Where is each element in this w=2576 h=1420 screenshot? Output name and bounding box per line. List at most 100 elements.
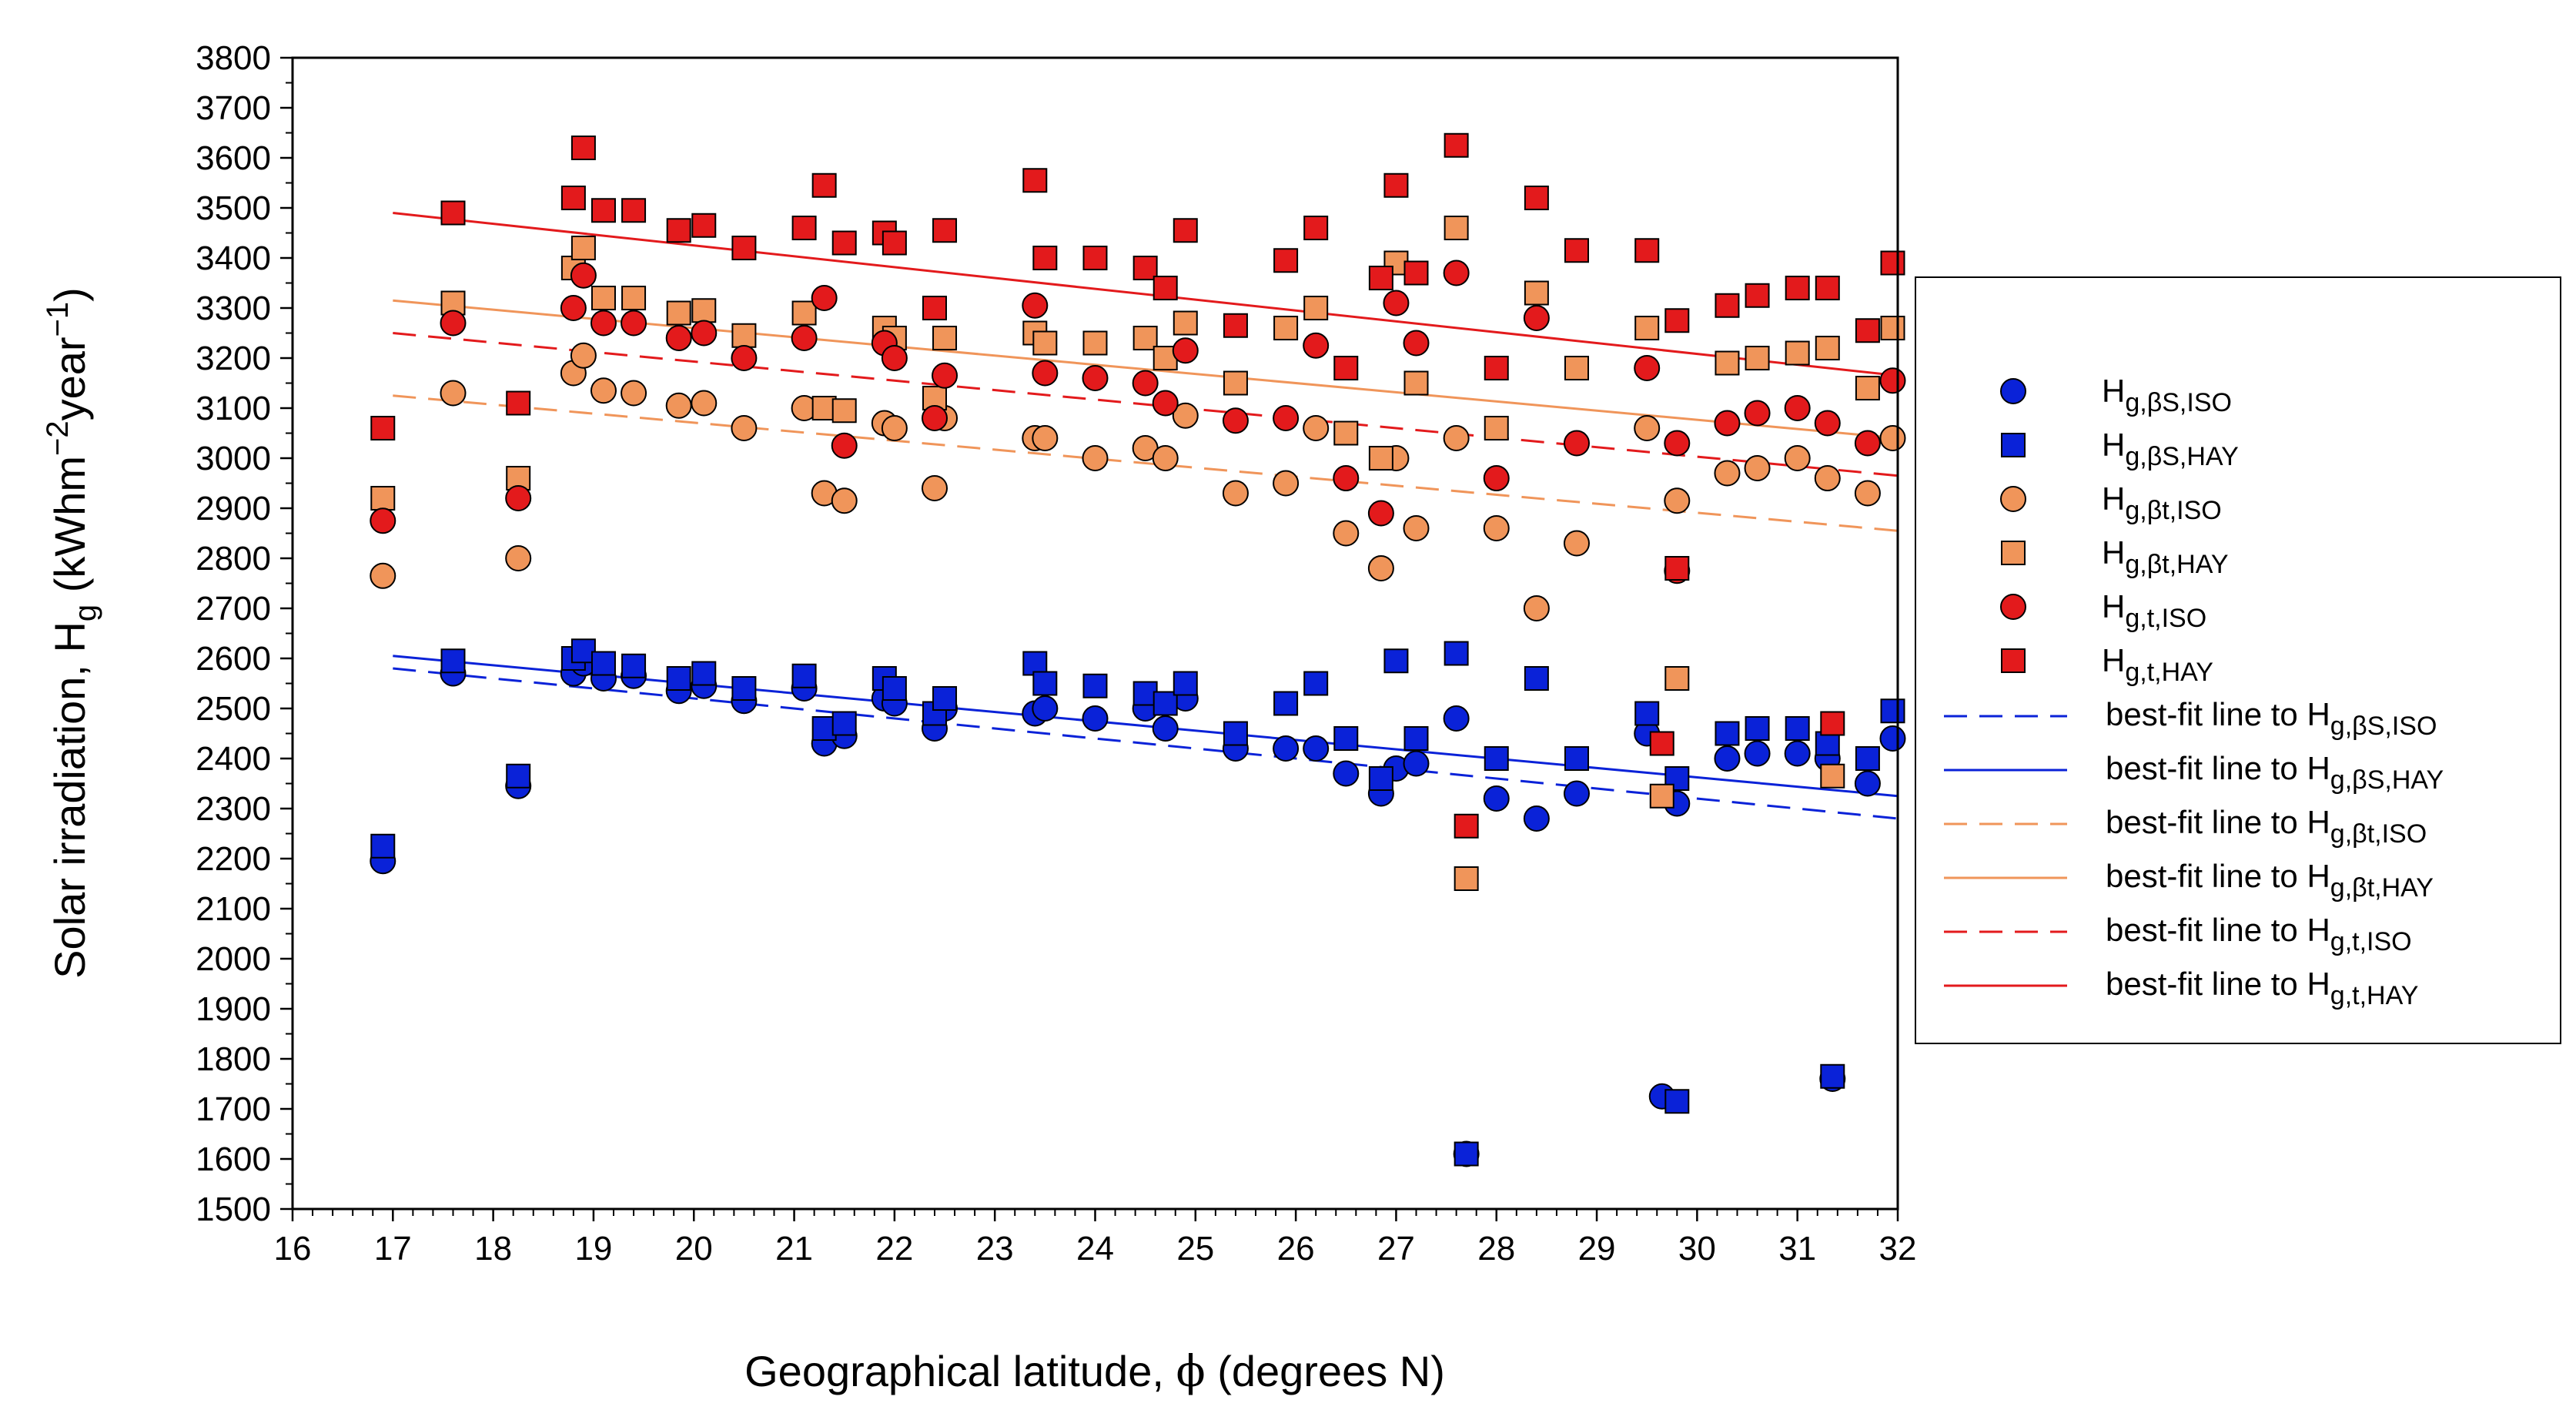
point-g-s-iso <box>1523 805 1550 832</box>
x-tick-label: 31 <box>1778 1230 1816 1268</box>
point-g-t-iso <box>440 380 467 407</box>
point-g-t-iso <box>1032 425 1059 451</box>
point-g-t-hay <box>1368 446 1393 471</box>
point-g-s-hay <box>1524 666 1549 691</box>
point-g-t-iso <box>731 345 758 371</box>
point-g-t-iso <box>1383 290 1410 316</box>
point-g-t-iso <box>1814 410 1841 437</box>
point-g-t-iso <box>1082 365 1109 391</box>
point-g-s-hay <box>811 716 837 741</box>
point-g-t-hay <box>1634 316 1660 340</box>
point-g-t-hay <box>1745 283 1770 308</box>
point-g-s-hay <box>1082 673 1108 698</box>
point-g-t-hay <box>1484 356 1509 380</box>
fit-lines <box>393 212 1899 820</box>
point-extra <box>1664 556 1690 581</box>
point-g-s-hay <box>791 663 817 688</box>
legend-marker-g-t-iso <box>2000 594 2026 620</box>
legend-label-hg-bt-hay: Hg,βt,HAY <box>2102 534 2229 579</box>
point-g-s-iso <box>1879 725 1906 752</box>
point-g-t-iso <box>505 545 532 571</box>
point-g-t-hay <box>1273 316 1299 340</box>
point-g-t-iso <box>505 485 532 511</box>
y-tick-label: 2500 <box>196 690 271 728</box>
x-tick-label: 30 <box>1678 1230 1716 1268</box>
point-g-t-iso <box>1367 555 1394 581</box>
point-g-s-hay <box>1223 721 1248 746</box>
point-g-t-iso <box>1443 260 1470 286</box>
legend-label-fit-bs-iso: best-fit line to Hg,βS,ISO <box>2106 696 2437 741</box>
point-g-t-iso <box>1152 390 1179 417</box>
y-tick-label: 1700 <box>196 1090 271 1128</box>
point-g-t-hay <box>1132 256 1158 280</box>
y-tick-label: 3200 <box>196 340 271 377</box>
point-g-t-hay <box>1880 250 1905 276</box>
point-g-t-iso <box>831 432 858 459</box>
point-g-t-hay <box>1173 310 1198 336</box>
point-g-t-iso <box>1714 460 1741 487</box>
point-g-t-iso <box>665 325 692 351</box>
legend-marker-g-t-hay <box>2001 541 2026 565</box>
legend: Hg,βS,ISO Hg,βS,HAY Hg,βt,ISO Hg,βt,HAY … <box>1915 276 2561 1044</box>
fit-line-g-t-hay <box>393 212 1899 377</box>
point-g-t-iso <box>1303 332 1330 359</box>
point-g-t-iso <box>1564 430 1590 457</box>
point-g-s-hay <box>691 661 717 686</box>
legend-label-fit-t-hay: best-fit line to Hg,t,HAY <box>2106 966 2418 1010</box>
legend-label-hg-bs-hay: Hg,βS,HAY <box>2102 427 2239 471</box>
point-g-s-hay <box>1484 746 1509 771</box>
point-g-t-hay <box>1745 346 1770 370</box>
point-g-t-iso <box>1854 430 1881 457</box>
point-g-t-hay <box>666 218 691 243</box>
point-g-t-iso <box>1564 530 1590 557</box>
point-g-s-hay <box>1383 648 1409 674</box>
y-tick-label: 3600 <box>196 139 271 177</box>
point-g-t-iso <box>731 415 758 441</box>
point-g-t-iso <box>1273 470 1300 497</box>
point-g-t-hay <box>590 286 616 310</box>
point-g-t-iso <box>1814 465 1841 491</box>
y-tick-label: 2400 <box>196 740 271 778</box>
y-tick-label: 3800 <box>196 39 271 77</box>
point-g-t-hay <box>811 172 837 198</box>
point-g-t-hay <box>1333 420 1359 446</box>
point-g-s-hay <box>621 653 647 678</box>
x-tick-label: 24 <box>1076 1230 1114 1268</box>
point-g-t-hay <box>1273 248 1299 273</box>
point-g-s-hay <box>1634 701 1660 726</box>
point-g-s-hay <box>1745 716 1770 741</box>
point-g-t-hay <box>932 326 958 350</box>
point-g-t-hay <box>1855 318 1880 343</box>
point-g-t-hay <box>590 198 616 223</box>
y-tick-label: 2300 <box>196 790 271 828</box>
point-g-t-iso <box>932 362 958 389</box>
point-g-t-hay <box>1664 308 1690 333</box>
point-g-t-hay <box>1173 218 1198 243</box>
y-tick-label: 1600 <box>196 1140 271 1178</box>
point-extra <box>1454 813 1479 839</box>
point-g-t-hay <box>1303 296 1329 320</box>
point-g-t-hay <box>731 236 757 260</box>
point-g-t-iso <box>1222 480 1249 507</box>
y-tick-label: 2200 <box>196 840 271 878</box>
point-g-t-iso <box>370 562 396 589</box>
point-g-t-hay <box>882 230 907 256</box>
point-extra <box>1820 1063 1845 1089</box>
point-g-s-iso <box>1784 740 1811 767</box>
point-g-t-iso <box>1152 445 1179 471</box>
x-tick-label: 29 <box>1578 1230 1616 1268</box>
x-tick-label: 28 <box>1477 1230 1515 1268</box>
point-g-s-hay <box>1715 721 1740 746</box>
point-g-t-iso <box>1367 500 1394 527</box>
point-g-s-hay <box>1303 671 1329 696</box>
point-g-s-hay <box>1273 691 1299 716</box>
point-g-t-iso <box>1333 520 1360 547</box>
legend-marker-g-t-hay <box>2001 648 2026 673</box>
point-g-s-hay <box>882 676 907 701</box>
point-g-t-hay <box>1880 316 1905 340</box>
point-g-t-hay <box>1785 276 1810 300</box>
y-tick-label: 3400 <box>196 239 271 277</box>
point-g-t-iso <box>1333 465 1360 491</box>
fit-line-g-s-iso <box>393 667 1899 820</box>
point-g-t-iso <box>831 487 858 514</box>
